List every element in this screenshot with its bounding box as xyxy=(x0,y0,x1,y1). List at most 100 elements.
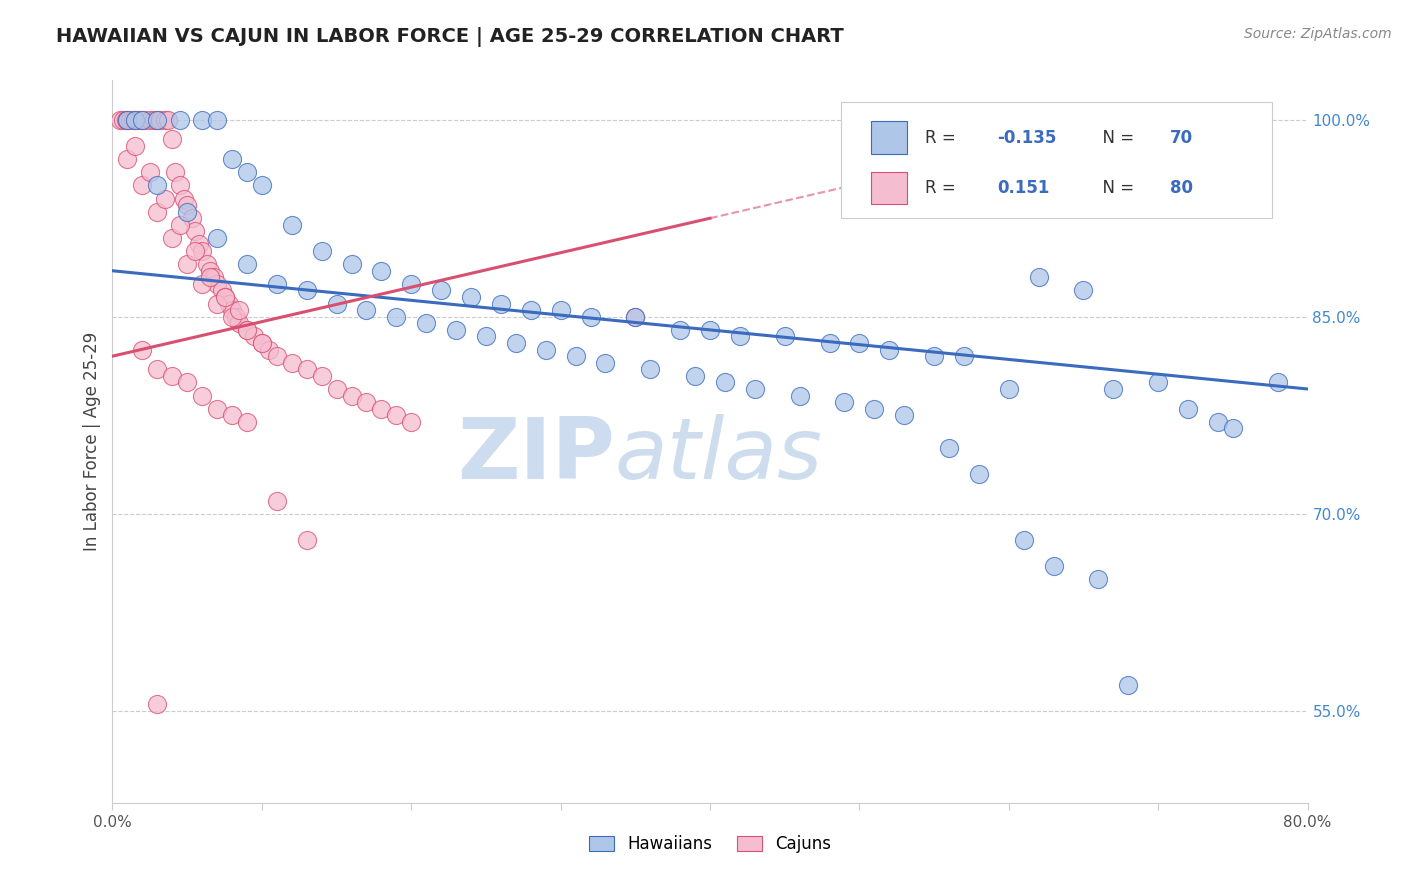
Point xyxy=(205,112,228,127)
Point xyxy=(967,467,990,482)
Point xyxy=(169,178,191,193)
Point xyxy=(131,343,153,357)
Point xyxy=(1102,382,1125,396)
Point xyxy=(162,132,183,146)
Point xyxy=(173,192,195,206)
Point xyxy=(236,165,259,179)
Point xyxy=(169,112,191,127)
Point xyxy=(169,218,191,232)
Point xyxy=(624,310,647,324)
Point xyxy=(938,441,960,455)
Point xyxy=(117,152,139,166)
Point xyxy=(250,178,273,193)
Point xyxy=(188,237,211,252)
Point xyxy=(534,343,557,357)
Point xyxy=(221,310,243,324)
Point xyxy=(221,152,243,166)
Point xyxy=(146,178,169,193)
Point xyxy=(211,284,233,298)
Point xyxy=(460,290,482,304)
Point xyxy=(1118,677,1140,691)
Point xyxy=(146,112,169,127)
Point xyxy=(325,382,347,396)
Point xyxy=(998,382,1021,396)
Point xyxy=(205,296,228,310)
Point xyxy=(1267,376,1289,390)
Point xyxy=(191,244,214,258)
Point xyxy=(624,310,647,324)
Point xyxy=(848,336,870,351)
Point xyxy=(401,415,423,429)
Y-axis label: In Labor Force | Age 25-29: In Labor Force | Age 25-29 xyxy=(83,332,101,551)
Legend: Hawaiians, Cajuns: Hawaiians, Cajuns xyxy=(582,828,838,860)
Point xyxy=(146,362,169,376)
Point xyxy=(818,336,841,351)
Point xyxy=(281,218,304,232)
Point xyxy=(236,323,259,337)
Point xyxy=(505,336,527,351)
Point xyxy=(183,224,205,238)
Point xyxy=(295,533,318,547)
Point xyxy=(295,284,318,298)
Point xyxy=(550,303,572,318)
Point xyxy=(176,204,198,219)
Point xyxy=(579,310,602,324)
Point xyxy=(127,112,149,127)
Point xyxy=(162,231,183,245)
Point xyxy=(259,343,281,357)
Text: 70: 70 xyxy=(1170,128,1194,146)
Point xyxy=(683,368,706,383)
Point xyxy=(356,303,378,318)
Point xyxy=(124,139,146,153)
Point xyxy=(225,310,247,324)
Point xyxy=(340,257,363,271)
Text: N =: N = xyxy=(1092,179,1140,197)
Point xyxy=(1206,415,1229,429)
Text: Source: ZipAtlas.com: Source: ZipAtlas.com xyxy=(1244,27,1392,41)
Point xyxy=(340,388,363,402)
Point xyxy=(202,270,225,285)
Point xyxy=(143,112,166,127)
Text: R =: R = xyxy=(925,179,966,197)
Point xyxy=(879,343,901,357)
Point xyxy=(401,277,423,291)
Point xyxy=(489,296,512,310)
Bar xyxy=(872,172,907,204)
Point xyxy=(120,112,142,127)
Point xyxy=(146,698,169,712)
Point xyxy=(134,112,156,127)
Point xyxy=(115,112,138,127)
Point xyxy=(205,277,228,291)
Point xyxy=(131,178,153,193)
Point xyxy=(153,192,176,206)
Text: 0.151: 0.151 xyxy=(997,179,1049,197)
Point xyxy=(893,409,915,423)
Text: ZIP: ZIP xyxy=(457,415,614,498)
Point xyxy=(124,112,146,127)
Point xyxy=(1147,376,1170,390)
Point xyxy=(250,336,273,351)
Point xyxy=(218,296,240,310)
Point xyxy=(149,112,172,127)
Point xyxy=(834,395,856,409)
Point xyxy=(728,329,751,343)
Point xyxy=(205,401,228,416)
Point xyxy=(266,277,288,291)
Point xyxy=(191,112,214,127)
Point xyxy=(195,257,218,271)
Point xyxy=(139,165,162,179)
Point xyxy=(595,356,617,370)
Point xyxy=(131,112,153,127)
Point xyxy=(124,112,146,127)
Point xyxy=(370,401,392,416)
Point xyxy=(146,204,169,219)
Point xyxy=(162,368,183,383)
Point xyxy=(153,112,176,127)
Point xyxy=(146,112,169,127)
Point xyxy=(863,401,886,416)
Point xyxy=(311,368,333,383)
Point xyxy=(266,349,288,363)
Point xyxy=(180,211,202,226)
Point xyxy=(198,264,221,278)
Point xyxy=(1222,421,1244,435)
